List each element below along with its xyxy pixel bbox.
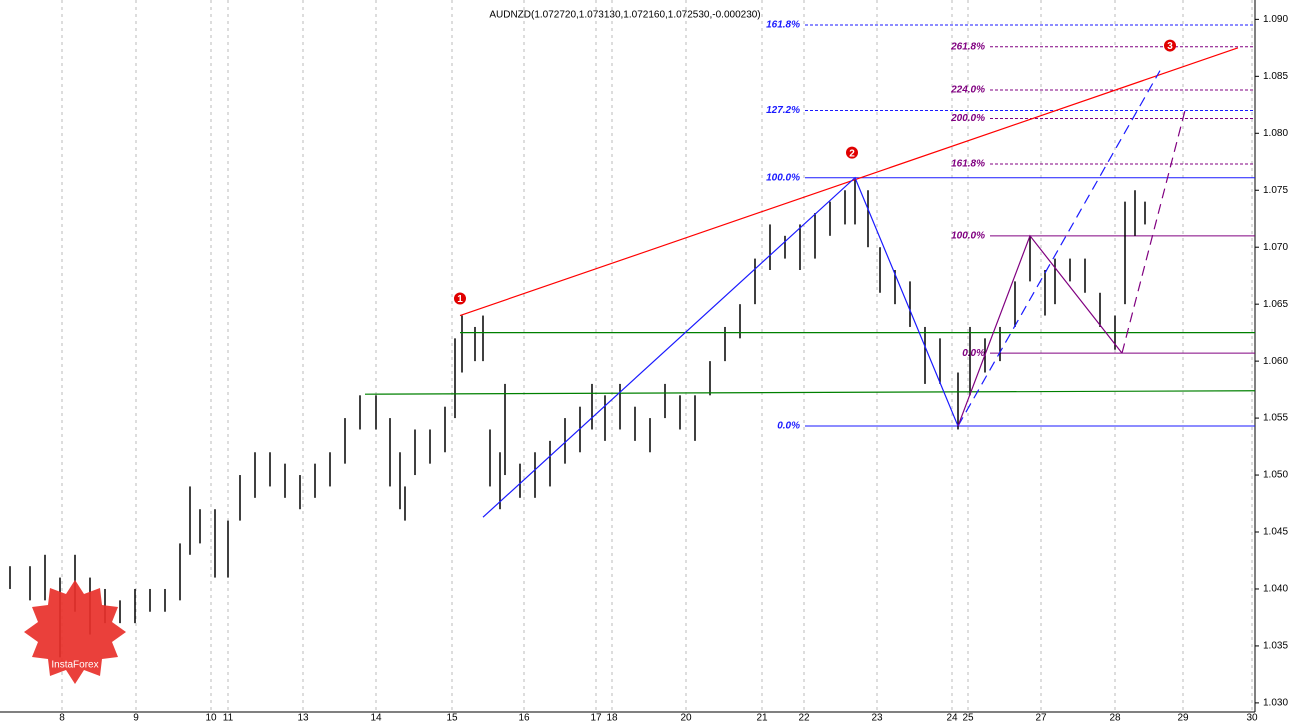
- wave-marker: [846, 146, 858, 159]
- x-tick-label: 8: [59, 713, 65, 724]
- x-tick-label: 30: [1246, 713, 1258, 724]
- x-tick-label: 13: [297, 713, 309, 724]
- x-tick-label: 15: [446, 713, 458, 724]
- x-tick-label: 11: [223, 713, 234, 724]
- logo-text: InstaForex: [51, 660, 98, 671]
- fib-label: 261.8%: [950, 41, 985, 52]
- y-tick-label: 1.070: [1263, 242, 1288, 253]
- y-tick-label: 1.050: [1263, 470, 1288, 481]
- x-tick-label: 16: [518, 713, 530, 724]
- trend-line: [1121, 110, 1186, 354]
- y-tick-label: 1.065: [1263, 299, 1288, 310]
- x-tick-label: 24: [946, 713, 958, 724]
- x-tick-label: 29: [1177, 713, 1189, 724]
- logo: InstaForex: [24, 580, 126, 684]
- y-tick-label: 1.085: [1263, 71, 1288, 82]
- chart-title: AUDNZD(1.072720,1.073130,1.072160,1.0725…: [489, 10, 760, 21]
- x-tick-label: 18: [606, 713, 618, 724]
- y-tick-label: 1.030: [1263, 698, 1288, 709]
- y-tick-label: 1.090: [1263, 14, 1288, 25]
- trend-line: [957, 234, 1123, 427]
- y-tick-label: 1.055: [1263, 413, 1288, 424]
- x-tick-label: 21: [756, 713, 768, 724]
- x-tick-label: 17: [590, 713, 602, 724]
- fib-label: 200.0%: [950, 113, 985, 124]
- y-tick-label: 1.075: [1263, 185, 1288, 196]
- wave-marker-label: 3: [1167, 41, 1173, 52]
- wave-marker: [454, 292, 466, 305]
- x-tick-label: 20: [680, 713, 692, 724]
- trend-line: [364, 390, 1256, 395]
- x-tick-label: 22: [798, 713, 810, 724]
- x-tick-label: 27: [1035, 713, 1047, 724]
- fib-label: 0.0%: [962, 348, 985, 359]
- fib-label: 127.2%: [766, 105, 800, 116]
- fib-label: 161.8%: [766, 20, 800, 31]
- trend-line: [957, 70, 1161, 427]
- x-tick-label: 28: [1109, 713, 1121, 724]
- fib-label: 224.0%: [950, 85, 985, 96]
- wave-marker-label: 1: [457, 294, 463, 305]
- y-tick-label: 1.045: [1263, 527, 1288, 538]
- fib-label: 100.0%: [951, 230, 985, 241]
- y-tick-label: 1.035: [1263, 641, 1288, 652]
- fib-label: 0.0%: [777, 421, 800, 432]
- trend-line: [482, 176, 959, 518]
- x-tick-label: 14: [370, 713, 382, 724]
- wave-marker: [1164, 39, 1176, 52]
- y-tick-label: 1.040: [1263, 584, 1288, 595]
- x-tick-label: 25: [962, 713, 974, 724]
- y-tick-label: 1.060: [1263, 356, 1288, 367]
- x-tick-label: 10: [205, 713, 217, 724]
- y-tick-label: 1.080: [1263, 128, 1288, 139]
- x-tick-label: 23: [871, 713, 883, 724]
- wave-marker-label: 2: [849, 148, 855, 159]
- fib-label: 161.8%: [951, 159, 985, 170]
- fib-label: 100.0%: [766, 172, 800, 183]
- x-tick-label: 9: [133, 713, 139, 724]
- logo-badge: [24, 580, 126, 684]
- trend-line: [459, 47, 1239, 317]
